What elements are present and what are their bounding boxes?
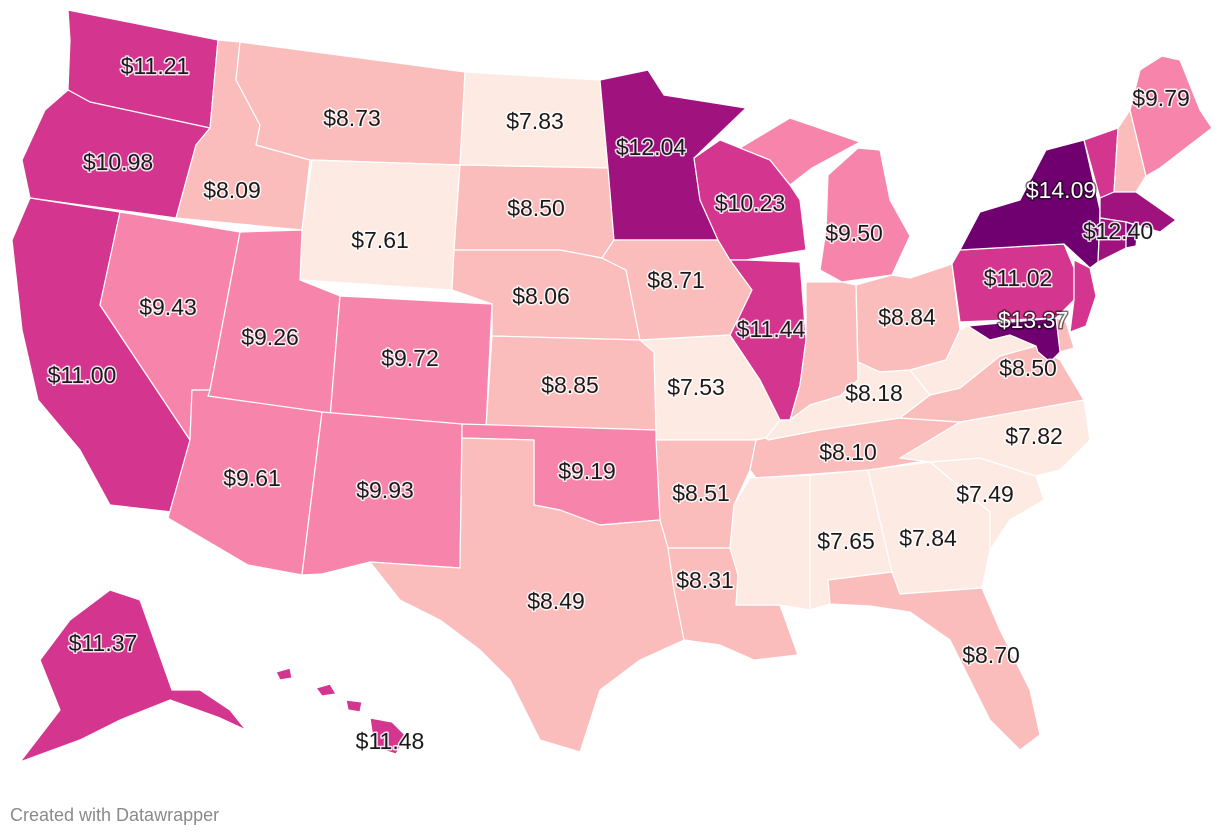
value-label-pa: $11.02: [984, 265, 1053, 291]
state-florida[interactable]: [827, 571, 1041, 751]
value-label-nm: $9.93: [356, 477, 414, 503]
value-label-in: $8.18: [845, 380, 903, 406]
value-label-ga: $7.84: [899, 525, 957, 551]
value-label-mi: $9.50: [825, 220, 883, 246]
value-label-sd: $8.50: [507, 195, 565, 221]
value-label-md: $13.37: [998, 307, 1068, 333]
value-label-va: $8.50: [999, 355, 1057, 381]
value-label-ny: $14.09: [1026, 177, 1096, 203]
value-label-co: $9.72: [381, 345, 439, 371]
value-label-ok: $9.19: [558, 458, 616, 484]
value-label-nd: $7.83: [506, 108, 564, 134]
value-label-ne: $8.06: [512, 283, 570, 309]
value-label-nc: $7.82: [1005, 423, 1063, 449]
value-label-mo: $7.53: [667, 374, 725, 400]
value-label-or: $10.98: [83, 149, 153, 175]
state-shapes: [11, 9, 1213, 763]
value-label-me: $9.79: [1132, 85, 1190, 111]
state-alaska[interactable]: [19, 589, 247, 763]
state-montana[interactable]: [235, 41, 466, 166]
state-new-york[interactable]: [959, 139, 1101, 269]
state-michigan[interactable]: [739, 117, 911, 283]
value-label-tx: $8.49: [527, 588, 585, 614]
state-wyoming[interactable]: [299, 159, 461, 291]
state-value-labels: $11.21 $10.98 $11.00 $8.09 $9.43 $8.73 $7.61 $9…: [46, 52, 1191, 756]
value-label-tn: $8.10: [819, 439, 877, 465]
value-label-id: $8.09: [203, 177, 261, 203]
value-label-al: $7.65: [817, 528, 875, 554]
value-label-ut: $9.26: [241, 324, 299, 350]
value-label-nv: $9.43: [139, 294, 197, 320]
state-new-hampshire[interactable]: [1113, 109, 1147, 193]
value-label-az: $9.61: [223, 465, 281, 491]
value-label-mn: $12.04: [616, 134, 687, 160]
value-label-ak: $11.37: [69, 630, 138, 656]
state-maine[interactable]: [1129, 55, 1213, 177]
value-label-la: $8.31: [676, 567, 734, 593]
value-label-il: $11.44: [737, 316, 806, 342]
state-rhode-island[interactable]: [1125, 221, 1139, 249]
value-label-ia: $8.71: [647, 267, 705, 293]
state-maryland[interactable]: [967, 317, 1061, 363]
us-choropleth-map: $11.21 $10.98 $11.00 $8.09 $9.43 $8.73 $7.61 $9…: [11, 9, 1213, 763]
value-label-ma: $12.40: [1083, 218, 1153, 244]
value-label-wa: $11.21: [121, 53, 190, 79]
state-texas[interactable]: [369, 437, 685, 753]
state-mississippi[interactable]: [729, 474, 811, 611]
value-label-mt: $8.73: [323, 105, 381, 131]
value-label-ks: $8.85: [541, 372, 599, 398]
value-label-sc: $7.49: [956, 481, 1014, 507]
value-label-ar: $8.51: [672, 480, 730, 506]
datawrapper-credit: Created with Datawrapper: [10, 805, 220, 825]
value-label-ca: $11.00: [48, 362, 117, 388]
state-new-jersey[interactable]: [1069, 259, 1097, 333]
value-label-wi: $10.23: [715, 190, 785, 216]
value-label-oh: $8.84: [878, 304, 936, 330]
state-hawaii[interactable]: [275, 667, 407, 755]
value-label-fl: $8.70: [962, 642, 1020, 668]
value-label-hi: $11.48: [356, 728, 425, 754]
value-label-wy: $7.61: [351, 227, 409, 253]
